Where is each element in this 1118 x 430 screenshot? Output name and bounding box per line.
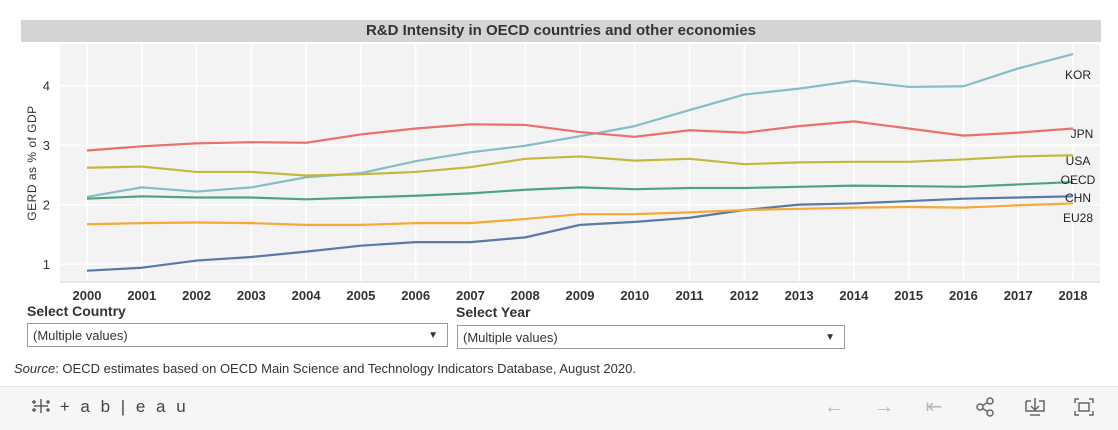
- x-tick-label: 2009: [566, 288, 595, 303]
- source-prefix: Source: [14, 361, 56, 376]
- series-line-jpn: [86, 120, 1074, 152]
- country-select[interactable]: (Multiple values) ▼: [27, 323, 448, 347]
- x-tick-label: 2004: [292, 288, 322, 303]
- x-tick-label: 2012: [730, 288, 759, 303]
- x-tick-label: 2003: [237, 288, 266, 303]
- tableau-wordmark: + a b | e a u: [59, 397, 189, 416]
- redo-icon[interactable]: →: [874, 396, 894, 418]
- tableau-logo[interactable]: + a b | e a u: [30, 397, 189, 417]
- revert-icon[interactable]: ⇤: [925, 396, 943, 418]
- series-line-chn: [86, 195, 1074, 272]
- y-tick-label: 3: [43, 138, 50, 153]
- year-select-value: (Multiple values): [463, 330, 558, 345]
- fullscreen-icon[interactable]: [1071, 394, 1097, 420]
- x-tick-label: 2011: [675, 288, 703, 303]
- y-tick-label: 1: [43, 257, 50, 272]
- series-label-jpn: JPN: [1071, 127, 1094, 141]
- series-line-usa: [86, 154, 1074, 177]
- share-icon[interactable]: [972, 394, 998, 420]
- x-tick-label: 2010: [620, 288, 649, 303]
- tableau-logo-icon: [32, 399, 50, 413]
- x-tick-label: 2015: [894, 288, 923, 303]
- dropdown-arrow-icon: ▼: [428, 330, 438, 341]
- series-line-oecd: [86, 180, 1074, 201]
- series-line-eu28: [86, 202, 1074, 226]
- x-tick-label: 2016: [949, 288, 978, 303]
- download-icon[interactable]: [1022, 394, 1048, 420]
- y-axis-label: GERD as % of GDP: [25, 105, 39, 220]
- line-chart[interactable]: 1 2 3 4 GERD as % of GDP 2000 2001 2002 2003 2004…: [0, 42, 1118, 304]
- series-label-kor: KOR: [1065, 68, 1091, 82]
- year-select[interactable]: (Multiple values) ▼: [457, 325, 845, 349]
- x-tick-label: 2005: [346, 288, 375, 303]
- chart-title: R&D Intensity in OECD countries and othe…: [21, 20, 1101, 42]
- y-tick-label: 2: [43, 198, 50, 213]
- country-filter-label: Select Country: [27, 303, 126, 319]
- y-tick-label: 4: [43, 79, 50, 94]
- dropdown-arrow-icon: ▼: [825, 332, 835, 343]
- series-label-usa: USA: [1066, 154, 1091, 168]
- series-label-eu28: EU28: [1063, 211, 1093, 225]
- x-tick-label: 2002: [182, 288, 211, 303]
- country-select-value: (Multiple values): [33, 328, 128, 343]
- year-filter-label: Select Year: [456, 304, 531, 320]
- x-tick-label: 2007: [456, 288, 485, 303]
- series-line-kor: [86, 53, 1074, 198]
- x-tick-label: 2006: [401, 288, 430, 303]
- series-label-chn: CHN: [1065, 191, 1091, 205]
- x-tick-label: 2008: [511, 288, 540, 303]
- source-text: : OECD estimates based on OECD Main Scie…: [55, 361, 636, 376]
- source-note: Source: OECD estimates based on OECD Mai…: [14, 361, 636, 376]
- x-tick-label: 2001: [127, 288, 156, 303]
- x-tick-label: 2018: [1059, 288, 1088, 303]
- x-tick-label: 2014: [839, 288, 869, 303]
- x-tick-label: 2017: [1004, 288, 1033, 303]
- series-label-oecd: OECD: [1061, 173, 1096, 187]
- tableau-toolbar: + a b | e a u ← → ⇤: [0, 386, 1118, 430]
- x-tick-label: 2000: [73, 288, 102, 303]
- chart-svg[interactable]: 1 2 3 4 GERD as % of GDP 2000 2001 2002 2003 2004…: [0, 42, 1118, 304]
- undo-icon[interactable]: ←: [824, 396, 844, 418]
- x-tick-label: 2013: [785, 288, 814, 303]
